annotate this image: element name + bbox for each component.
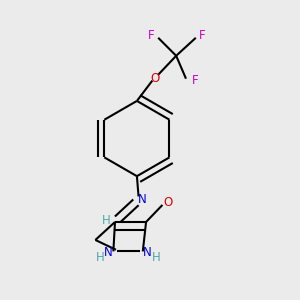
Text: O: O (150, 71, 160, 85)
Text: H: H (101, 214, 110, 227)
Text: F: F (199, 29, 206, 42)
Text: N: N (104, 246, 113, 259)
Text: F: F (192, 74, 199, 87)
Text: N: N (143, 246, 152, 259)
Text: O: O (164, 196, 173, 209)
Text: F: F (148, 29, 155, 42)
Text: H: H (152, 251, 160, 265)
Text: N: N (138, 193, 147, 206)
Text: H: H (96, 251, 105, 265)
